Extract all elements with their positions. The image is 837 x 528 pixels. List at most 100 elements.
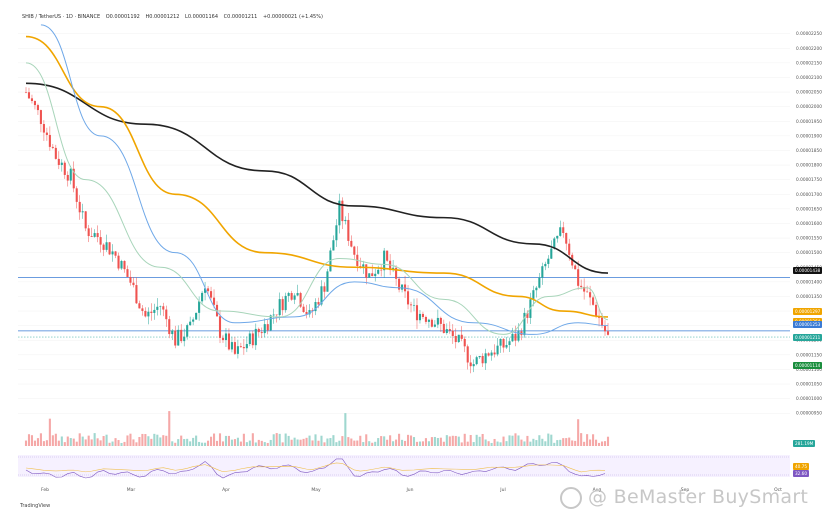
candle-body	[562, 227, 565, 233]
candle-body	[514, 333, 517, 341]
candle-body	[433, 324, 436, 327]
low-value: L0.00001164	[185, 14, 219, 20]
volume-bar	[57, 440, 60, 446]
y-tick-label: 0.00002150	[796, 60, 822, 66]
y-tick-label: 0.00001700	[796, 192, 822, 198]
change-value: +0.00000021 (+1.45%)	[262, 14, 323, 20]
candle-body	[511, 333, 514, 342]
candle-body	[448, 329, 451, 331]
volume-bar	[508, 435, 511, 446]
candle-body	[39, 110, 42, 125]
volume-bar	[520, 439, 523, 446]
candle-body	[84, 211, 87, 229]
volume-bar	[251, 433, 254, 446]
candle-body	[60, 162, 63, 165]
candle-body	[108, 242, 111, 255]
volume-bar	[63, 442, 66, 446]
candle-body	[595, 304, 598, 317]
volume-bar	[281, 442, 284, 446]
volume-bar	[406, 434, 410, 446]
volume-bar	[454, 435, 457, 446]
candle-body	[344, 219, 347, 222]
candle-body	[389, 260, 392, 271]
candle-body	[353, 246, 356, 255]
candle-body	[275, 314, 278, 316]
x-tick-label: Oct	[774, 487, 782, 493]
candle-body	[442, 323, 445, 333]
candle-body	[54, 147, 57, 159]
candles	[24, 87, 610, 374]
volume-bar	[344, 413, 347, 446]
volume-bar	[550, 434, 553, 446]
chart-header: SHIB / TetherUS · 1D · BINANCE O0.000011…	[22, 14, 327, 20]
moving-average-line	[25, 62, 609, 335]
candle-body	[272, 314, 275, 316]
volume-bar	[150, 438, 153, 446]
moving-average-line	[25, 82, 609, 274]
candle-body	[472, 364, 475, 367]
candle-body	[48, 134, 51, 147]
candle-body	[532, 290, 535, 300]
candle-body	[469, 362, 472, 367]
watermark-text: @ BeMaster BuySmart	[588, 486, 809, 508]
candle-body	[583, 286, 586, 292]
candle-body	[314, 302, 317, 312]
candle-body	[186, 325, 189, 337]
candle-body	[224, 333, 228, 341]
volume-bar	[135, 442, 138, 446]
candle-body	[421, 313, 424, 318]
candle-body	[302, 306, 305, 312]
candle-body	[150, 311, 153, 313]
volume-bar	[299, 439, 302, 446]
candle-body	[386, 250, 389, 261]
volume-bar	[347, 437, 350, 446]
volume-bar	[174, 442, 177, 446]
volume-bar	[595, 439, 598, 446]
volume-bar	[287, 435, 290, 446]
candle-body	[538, 277, 541, 288]
candle-body	[412, 305, 416, 306]
volume-bar	[72, 438, 75, 446]
volume-bar	[505, 441, 508, 446]
y-axis: 0.00002250 0.00002200 0.00002150 0.00002100…	[796, 31, 822, 417]
volume-bar	[445, 435, 448, 446]
candle-body	[401, 284, 404, 290]
volume-bar	[60, 436, 63, 446]
volume-bar	[108, 442, 111, 446]
candle-body	[111, 251, 114, 255]
tradingview-logo: TradingView	[20, 503, 50, 509]
volume-bar	[293, 437, 296, 446]
candle-body	[30, 98, 34, 102]
volume-bar	[218, 433, 222, 446]
volume-bar	[436, 437, 439, 446]
volume-bar	[466, 441, 469, 446]
volume-bar	[105, 434, 108, 446]
candle-body	[481, 355, 484, 364]
candle-body	[260, 332, 263, 334]
candle-body	[499, 338, 502, 346]
candle-body	[72, 168, 75, 189]
volume-bar	[233, 439, 236, 446]
candle-body	[600, 317, 604, 326]
volume-bar	[183, 439, 186, 446]
price-tag: 0.00001211	[793, 333, 823, 341]
volume-bar	[320, 435, 323, 446]
volume-bar	[398, 433, 401, 446]
volume-bar	[580, 433, 583, 446]
volume-bar	[239, 441, 242, 446]
candle-body	[377, 269, 380, 274]
volume-bar	[132, 439, 135, 446]
candle-body	[550, 248, 553, 259]
volume-bar	[484, 439, 487, 446]
candle-body	[27, 92, 31, 99]
x-tick-label: Sep	[681, 487, 690, 493]
candle-body	[236, 346, 239, 354]
volume-bar	[526, 435, 529, 446]
volume-bar	[212, 433, 216, 446]
volume-bar	[559, 439, 562, 446]
candle-body	[424, 317, 427, 322]
candle-body	[517, 331, 520, 341]
volume-bar	[475, 434, 478, 446]
price-tag: 0.00001438	[793, 267, 823, 275]
